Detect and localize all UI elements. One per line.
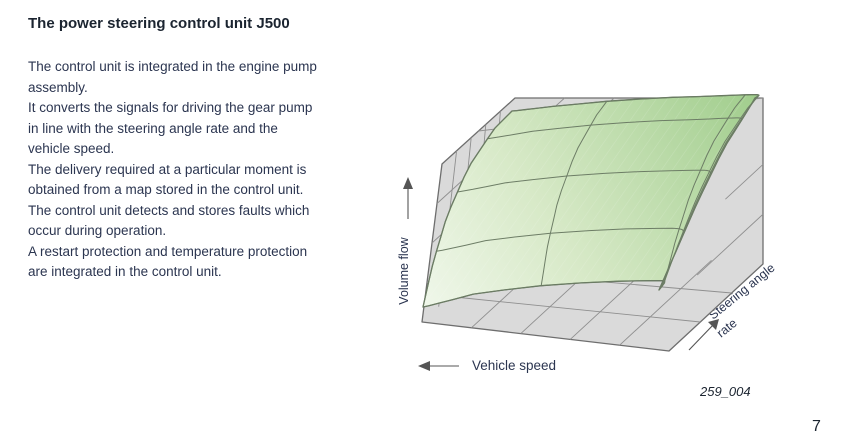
svg-text:Volume flow: Volume flow [397, 236, 411, 304]
svg-text:Vehicle speed: Vehicle speed [472, 358, 556, 373]
